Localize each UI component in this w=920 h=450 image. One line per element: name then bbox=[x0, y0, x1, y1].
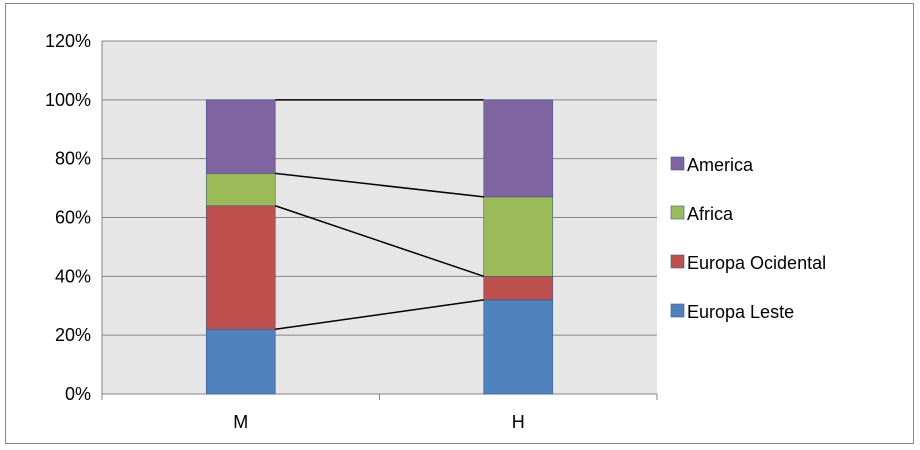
bar-segment-europa-ocidental bbox=[483, 276, 554, 301]
series-line bbox=[275, 205, 484, 278]
legend-label: America bbox=[687, 155, 754, 175]
bar-segment-europa-leste bbox=[205, 328, 276, 395]
bar-segment-europa-leste bbox=[483, 299, 554, 395]
y-tick-label: 20% bbox=[55, 325, 91, 345]
legend-swatch-europa-leste bbox=[670, 303, 685, 318]
y-tick-label: 100% bbox=[45, 90, 91, 110]
y-tick-label: 0% bbox=[65, 384, 91, 404]
legend-label: Africa bbox=[687, 204, 734, 224]
y-tick-label: 40% bbox=[55, 266, 91, 286]
legend-swatch-africa bbox=[670, 205, 685, 220]
bar-segment-america bbox=[483, 99, 554, 198]
legend-label: Europa Ocidental bbox=[687, 253, 826, 273]
bar-segment-africa bbox=[205, 173, 276, 207]
legend-swatch-europa-ocidental bbox=[670, 254, 685, 269]
series-line bbox=[275, 172, 484, 198]
x-tick-label: M bbox=[233, 412, 248, 432]
bar-segment-europa-ocidental bbox=[205, 205, 276, 330]
bar-segment-america bbox=[205, 99, 276, 174]
y-tick-label: 120% bbox=[45, 31, 91, 51]
x-tick-label: H bbox=[512, 412, 525, 432]
legend-label: Europa Leste bbox=[687, 302, 794, 322]
legend-swatch-america bbox=[670, 156, 685, 171]
y-tick-label: 80% bbox=[55, 149, 91, 169]
y-tick-label: 60% bbox=[55, 208, 91, 228]
bar-segment-africa bbox=[483, 196, 554, 277]
series-line bbox=[275, 299, 484, 331]
